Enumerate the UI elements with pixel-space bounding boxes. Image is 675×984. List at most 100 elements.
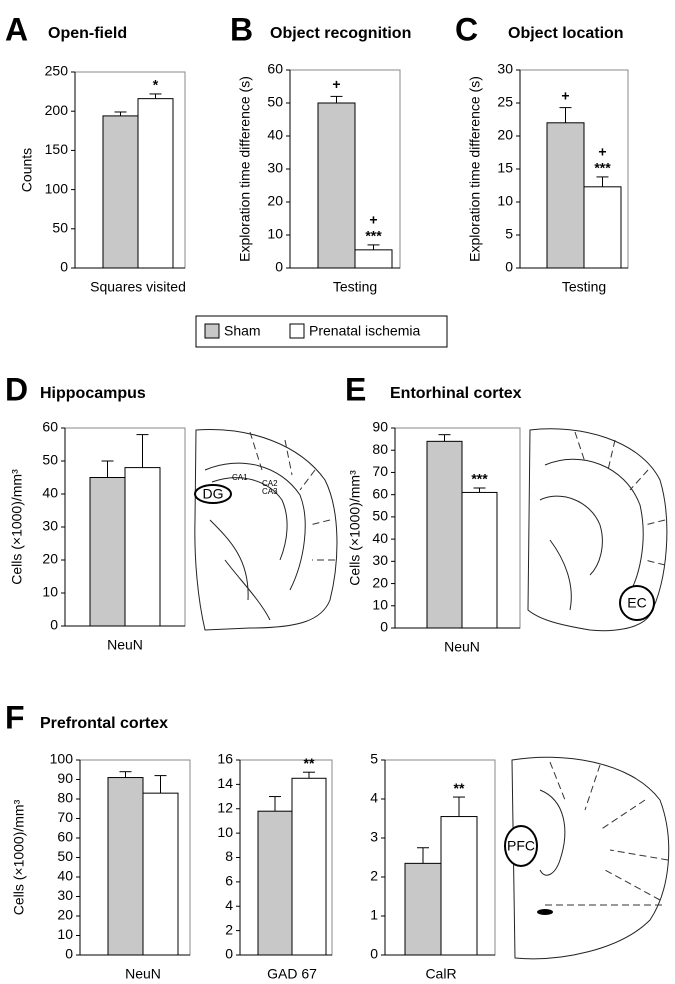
- y-tick-label: 14: [217, 775, 233, 791]
- significance-mark: ***: [471, 471, 488, 487]
- significance-mark: +: [369, 212, 377, 228]
- y-tick-label: 4: [225, 897, 233, 913]
- y-tick-label: 50: [267, 94, 283, 110]
- significance-mark: +: [561, 87, 569, 103]
- x-tick-label: CalR: [425, 966, 456, 982]
- y-tick-label: 20: [267, 193, 283, 209]
- diagram-label: DG: [203, 486, 224, 502]
- y-tick-label: 60: [372, 485, 388, 501]
- significance-mark: +: [598, 144, 606, 160]
- y-tick-label: 0: [275, 259, 283, 275]
- y-tick-label: 6: [225, 873, 233, 889]
- y-tick-label: 0: [380, 619, 388, 635]
- y-tick-label: 0: [225, 946, 233, 962]
- diagram-label: CA1: [232, 473, 248, 482]
- diagram-label: CA3: [262, 487, 278, 496]
- y-tick-label: 30: [372, 552, 388, 568]
- y-tick-label: 2: [370, 868, 378, 884]
- y-axis-label: Cells (×1000)/mm³: [347, 470, 363, 586]
- significance-mark: *: [153, 77, 159, 93]
- y-tick-label: 5: [370, 751, 378, 767]
- y-tick-label: 80: [372, 441, 388, 457]
- significance-mark: **: [454, 780, 465, 796]
- bar: [89, 477, 126, 627]
- y-tick-label: 90: [372, 419, 388, 435]
- bar: [124, 467, 161, 627]
- y-tick-label: 200: [45, 102, 69, 118]
- y-tick-label: 16: [217, 751, 233, 767]
- panel-letter: E: [345, 371, 366, 407]
- significance-mark: ***: [365, 228, 382, 244]
- y-tick-label: 60: [42, 419, 58, 435]
- y-tick-label: 40: [57, 868, 73, 884]
- y-tick-label: 40: [267, 127, 283, 143]
- bar: [426, 440, 463, 629]
- y-tick-label: 3: [370, 829, 378, 845]
- y-tick-label: 50: [42, 452, 58, 468]
- y-axis-label: Counts: [19, 148, 35, 192]
- bar: [354, 249, 393, 269]
- hippocampus-diagram: DG CA1 CA2 CA3: [194, 428, 338, 631]
- panel-letter: C: [455, 11, 478, 47]
- bar: [102, 115, 139, 269]
- bar: [107, 777, 144, 956]
- y-tick-label: 30: [57, 887, 73, 903]
- panel-title: Hippocampus: [40, 385, 146, 402]
- y-tick-label: 10: [267, 226, 283, 242]
- y-tick-label: 0: [65, 946, 73, 962]
- y-tick-label: 20: [57, 907, 73, 923]
- bar: [317, 102, 356, 269]
- y-tick-label: 10: [57, 926, 73, 942]
- y-tick-label: 100: [45, 180, 69, 196]
- y-tick-label: 40: [372, 530, 388, 546]
- legend: Sham Prenatal ischemia: [195, 315, 448, 348]
- y-tick-label: 2: [225, 921, 233, 937]
- y-tick-label: 0: [370, 946, 378, 962]
- legend-label: Prenatal ischemia: [309, 323, 420, 339]
- panel-letter: D: [5, 371, 28, 407]
- y-tick-label: 10: [372, 596, 388, 612]
- legend-swatch: [204, 323, 220, 339]
- panel-letter: B: [230, 11, 253, 47]
- y-tick-label: 30: [267, 160, 283, 176]
- y-tick-label: 50: [57, 848, 73, 864]
- bar: [583, 186, 622, 269]
- y-tick-label: 60: [267, 61, 283, 77]
- bar: [257, 810, 293, 956]
- y-tick-label: 20: [497, 127, 513, 143]
- y-tick-label: 40: [42, 485, 58, 501]
- y-tick-label: 10: [217, 824, 233, 840]
- significance-mark: **: [304, 755, 315, 771]
- bar: [440, 816, 478, 956]
- y-tick-label: 90: [57, 770, 73, 786]
- diagram-label: PFC: [507, 838, 535, 854]
- y-tick-label: 5: [505, 226, 513, 242]
- y-tick-label: 60: [57, 829, 73, 845]
- y-tick-label: 250: [45, 63, 69, 79]
- y-tick-label: 80: [57, 790, 73, 806]
- y-axis-label: Cells (×1000)/mm³: [11, 799, 27, 915]
- panel-title: Object location: [508, 25, 624, 42]
- y-tick-label: 12: [217, 799, 233, 815]
- y-tick-label: 20: [42, 551, 58, 567]
- significance-mark: ***: [594, 160, 611, 176]
- y-tick-label: 8: [225, 848, 233, 864]
- bar: [461, 491, 498, 629]
- panel-letter: A: [5, 11, 28, 47]
- x-tick-label: NeuN: [107, 637, 143, 653]
- bar: [404, 862, 442, 956]
- panel-title: Prefrontal cortex: [40, 715, 168, 732]
- panel-letter: F: [5, 699, 25, 735]
- y-tick-label: 1: [370, 907, 378, 923]
- y-tick-label: 10: [497, 193, 513, 209]
- legend-swatch: [289, 323, 305, 339]
- bar: [546, 122, 585, 269]
- bar: [137, 98, 174, 269]
- legend-label: Sham: [224, 323, 261, 339]
- legend-box: [195, 315, 448, 348]
- y-tick-label: 25: [497, 94, 513, 110]
- y-tick-label: 70: [372, 463, 388, 479]
- entorhinal-diagram: EC: [527, 428, 668, 632]
- panel-title: Entorhinal cortex: [390, 385, 522, 402]
- y-tick-label: 50: [372, 508, 388, 524]
